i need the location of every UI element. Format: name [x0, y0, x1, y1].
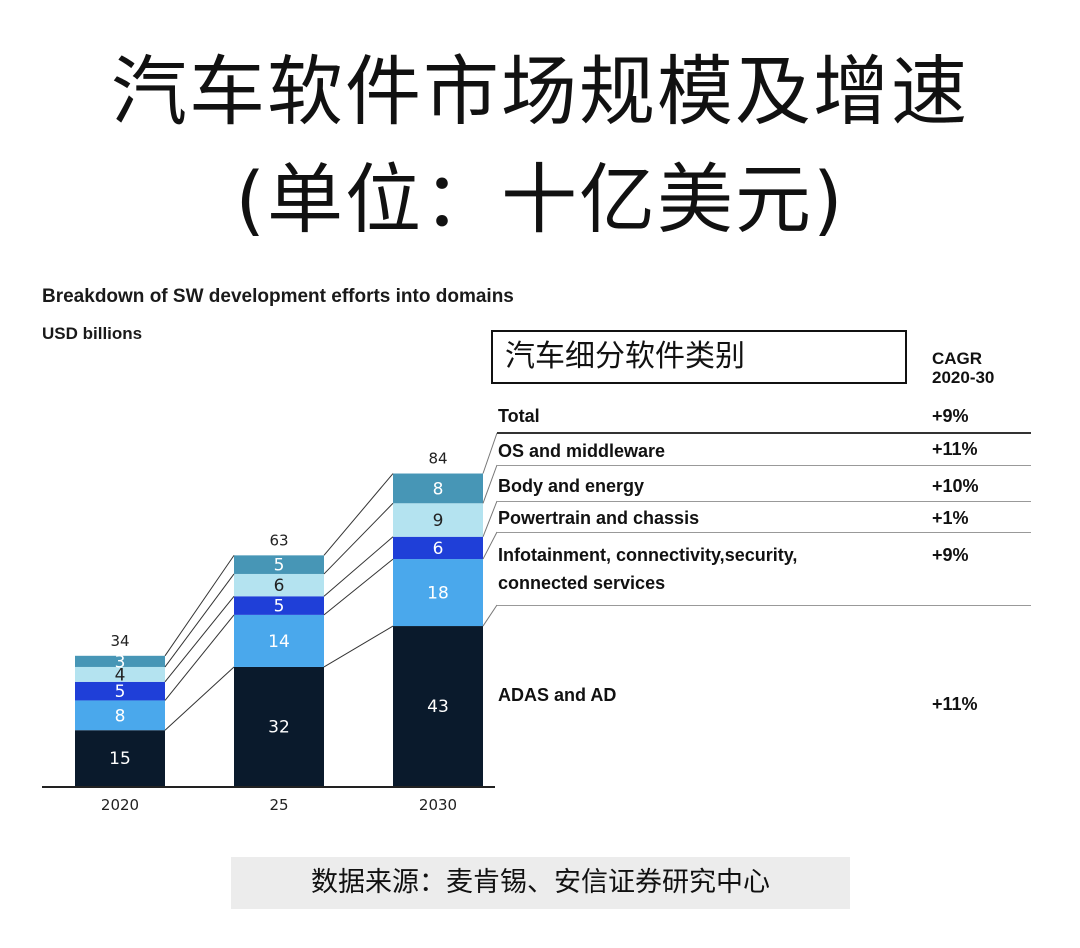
- page-title: 汽车软件市场规模及增速: [111, 47, 969, 136]
- legend-cagr-powertrain: +1%: [932, 508, 969, 528]
- bar-value-label: 5: [274, 556, 285, 576]
- connector-line: [323, 502, 394, 575]
- bar-value-label: 32: [268, 717, 290, 737]
- legend-divider: [497, 432, 1031, 434]
- bar-value-label: 6: [274, 576, 285, 596]
- bar-segment: [393, 473, 483, 504]
- bar-value-label: 6: [433, 539, 444, 559]
- bar-segment: [75, 700, 165, 731]
- legend-leader-line: [482, 531, 498, 560]
- data-source-note: 数据来源：麦肯锡、安信证券研究中心: [231, 857, 850, 909]
- legend-label-adas: ADAS and AD: [498, 685, 617, 705]
- connector-line: [323, 558, 394, 616]
- bar-segment: [234, 573, 324, 597]
- legend-label-infotainment-line2: connected services: [498, 573, 666, 593]
- bar-total-label: 84: [428, 450, 447, 468]
- bar-segment: [234, 596, 324, 615]
- category-box: 汽车细分软件类别: [491, 330, 907, 384]
- connector-line: [164, 595, 235, 683]
- bar-segment: [234, 614, 324, 667]
- legend-cagr-os: +11%: [932, 439, 978, 459]
- bar-value-label: 5: [115, 682, 126, 702]
- legend-divider: [497, 605, 1031, 606]
- legend-label-os: OS and middleware: [498, 441, 666, 461]
- bar-value-label: 8: [115, 706, 126, 726]
- bar-value-label: 18: [427, 584, 449, 604]
- connector-line: [164, 614, 235, 701]
- legend-label-body: Body and energy: [498, 476, 645, 496]
- legend-cagr-total: +9%: [932, 406, 969, 426]
- bar-segment: [75, 681, 165, 701]
- legend-divider: [497, 532, 1031, 533]
- legend-leader-line: [482, 432, 498, 474]
- cagr-header-line2: 2020-30: [932, 368, 995, 387]
- legend-cagr-body: +10%: [932, 476, 979, 496]
- x-tick-label: 2020: [101, 796, 139, 814]
- legend-leader-line: [482, 500, 498, 537]
- cagr-header: CAGR 2020-30: [932, 349, 994, 387]
- bar-total-label: 34: [110, 632, 129, 650]
- bar-segment: [393, 536, 483, 560]
- legend-cagr-infotainment: +9%: [932, 545, 969, 565]
- bar-total-label: 63: [269, 531, 288, 549]
- x-tick-label: 25: [269, 796, 288, 814]
- bar-value-label: 43: [427, 697, 449, 717]
- bar-value-label: 15: [109, 749, 131, 769]
- connector-line: [164, 573, 235, 668]
- bar-value-label: 5: [274, 597, 285, 617]
- connector-line: [164, 666, 235, 731]
- legend-leader-line: [482, 604, 498, 627]
- page-subtitle-unit: (单位：十亿美元): [235, 155, 845, 244]
- cagr-header-line1: CAGR: [932, 349, 983, 368]
- bar-value-label: 14: [268, 632, 290, 652]
- legend-label-powertrain: Powertrain and chassis: [498, 508, 700, 528]
- bar-segment: [234, 555, 324, 574]
- legend-label-total: Total: [498, 406, 540, 426]
- chart-unit-label: USD billions: [42, 324, 143, 343]
- legend-divider: [497, 501, 1031, 502]
- bar-segment: [393, 503, 483, 537]
- chart-title: Breakdown of SW development efforts into…: [42, 286, 514, 307]
- bar-segment: [75, 655, 165, 667]
- legend-label-infotainment: Infotainment, connectivity,security,: [498, 545, 798, 565]
- bar-segment: [234, 666, 324, 786]
- connector-line: [323, 473, 394, 556]
- bar-value-label: 3: [115, 652, 126, 672]
- connector-line: [323, 625, 394, 668]
- connector-line: [323, 536, 394, 597]
- bar-value-label: 8: [433, 479, 444, 499]
- bar-value-label: 9: [433, 511, 444, 531]
- legend-divider: [497, 465, 1031, 466]
- bar-value-label: 4: [115, 665, 126, 685]
- bar-segment: [393, 559, 483, 627]
- bar-segment: [393, 626, 483, 786]
- bar-segment: [75, 666, 165, 682]
- bar-segment: [75, 730, 165, 786]
- legend-cagr-adas: +11%: [932, 694, 978, 714]
- x-tick-label: 2030: [419, 796, 457, 814]
- legend-leader-line: [482, 464, 498, 504]
- connector-line: [164, 555, 235, 657]
